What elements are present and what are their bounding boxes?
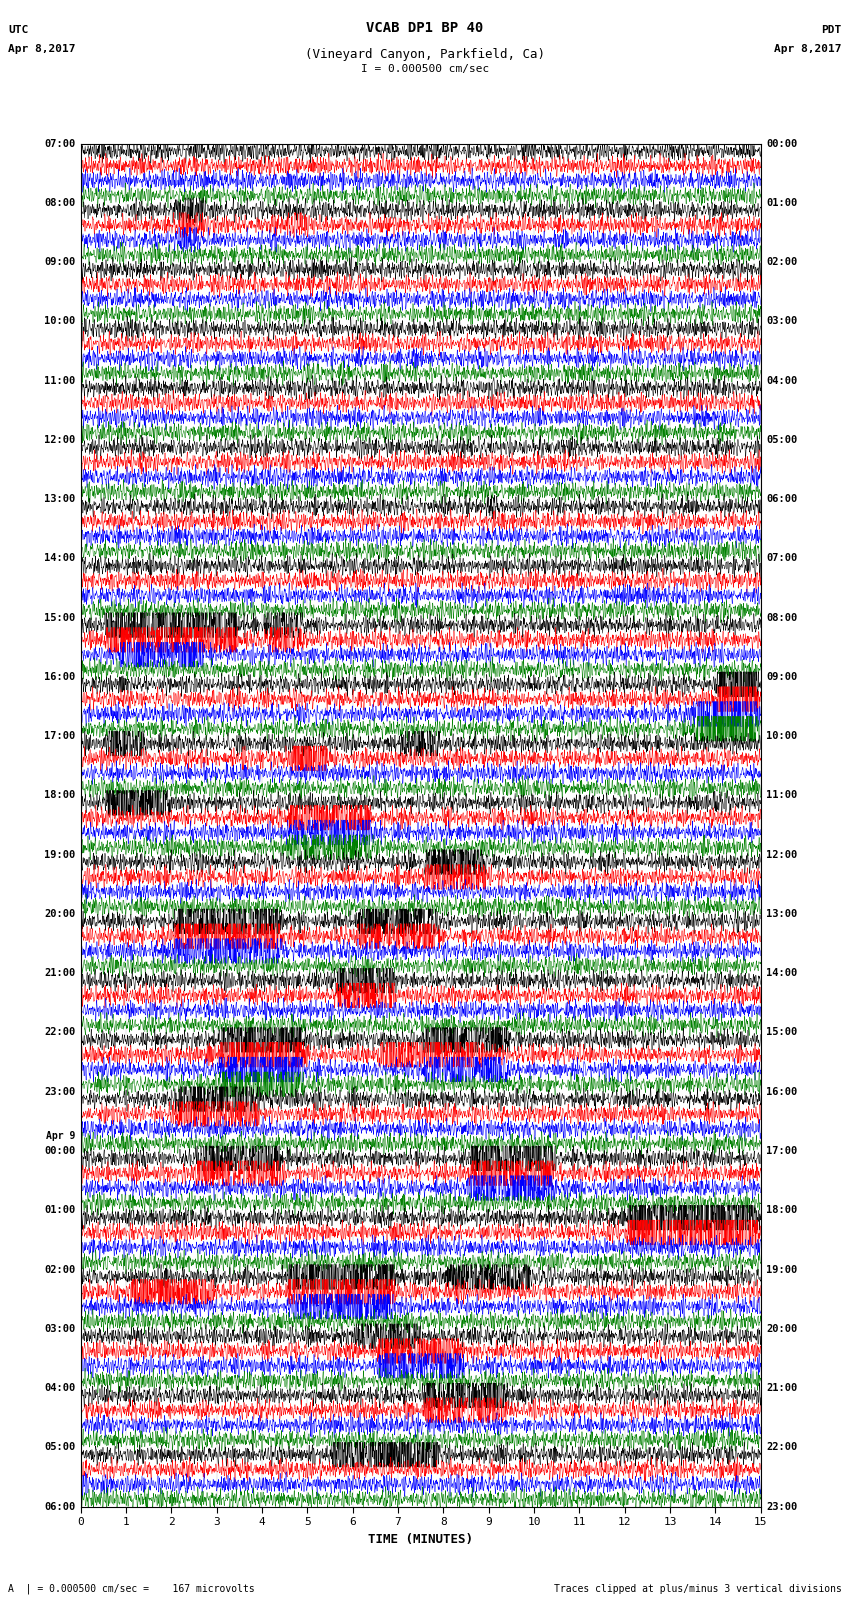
Text: 18:00: 18:00 xyxy=(44,790,76,800)
Text: 03:00: 03:00 xyxy=(44,1324,76,1334)
Text: 04:00: 04:00 xyxy=(766,376,797,386)
Text: 05:00: 05:00 xyxy=(766,436,797,445)
Text: VCAB DP1 BP 40: VCAB DP1 BP 40 xyxy=(366,21,484,35)
Text: 06:00: 06:00 xyxy=(44,1502,76,1511)
Text: 08:00: 08:00 xyxy=(44,198,76,208)
Text: 04:00: 04:00 xyxy=(44,1382,76,1394)
Text: 12:00: 12:00 xyxy=(766,850,797,860)
Text: (Vineyard Canyon, Parkfield, Ca): (Vineyard Canyon, Parkfield, Ca) xyxy=(305,47,545,61)
Text: 19:00: 19:00 xyxy=(766,1265,797,1274)
Text: 13:00: 13:00 xyxy=(766,910,797,919)
Text: 09:00: 09:00 xyxy=(44,256,76,268)
Text: 23:00: 23:00 xyxy=(766,1502,797,1511)
Text: 11:00: 11:00 xyxy=(766,790,797,800)
Text: 14:00: 14:00 xyxy=(766,968,797,977)
Text: 13:00: 13:00 xyxy=(44,494,76,505)
Text: 05:00: 05:00 xyxy=(44,1442,76,1452)
Text: 00:00: 00:00 xyxy=(44,1145,76,1157)
Text: Apr 8,2017: Apr 8,2017 xyxy=(8,44,76,55)
Text: 21:00: 21:00 xyxy=(766,1382,797,1394)
Text: 23:00: 23:00 xyxy=(44,1087,76,1097)
Text: 01:00: 01:00 xyxy=(44,1205,76,1215)
Text: 00:00: 00:00 xyxy=(766,139,797,148)
Text: 08:00: 08:00 xyxy=(766,613,797,623)
Text: PDT: PDT xyxy=(821,24,842,35)
Text: Traces clipped at plus/minus 3 vertical divisions: Traces clipped at plus/minus 3 vertical … xyxy=(553,1584,842,1594)
Text: 11:00: 11:00 xyxy=(44,376,76,386)
Text: 03:00: 03:00 xyxy=(766,316,797,326)
Text: 15:00: 15:00 xyxy=(44,613,76,623)
X-axis label: TIME (MINUTES): TIME (MINUTES) xyxy=(368,1532,473,1545)
Text: 21:00: 21:00 xyxy=(44,968,76,977)
Text: 01:00: 01:00 xyxy=(766,198,797,208)
Text: 14:00: 14:00 xyxy=(44,553,76,563)
Text: 16:00: 16:00 xyxy=(44,673,76,682)
Text: 22:00: 22:00 xyxy=(766,1442,797,1452)
Text: 02:00: 02:00 xyxy=(44,1265,76,1274)
Text: A  | = 0.000500 cm/sec =    167 microvolts: A | = 0.000500 cm/sec = 167 microvolts xyxy=(8,1582,255,1594)
Text: 17:00: 17:00 xyxy=(44,731,76,740)
Text: 06:00: 06:00 xyxy=(766,494,797,505)
Text: 20:00: 20:00 xyxy=(44,910,76,919)
Text: 17:00: 17:00 xyxy=(766,1145,797,1157)
Text: UTC: UTC xyxy=(8,24,29,35)
Text: 18:00: 18:00 xyxy=(766,1205,797,1215)
Text: 07:00: 07:00 xyxy=(44,139,76,148)
Text: 16:00: 16:00 xyxy=(766,1087,797,1097)
Text: 02:00: 02:00 xyxy=(766,256,797,268)
Text: 20:00: 20:00 xyxy=(766,1324,797,1334)
Text: I = 0.000500 cm/sec: I = 0.000500 cm/sec xyxy=(361,65,489,74)
Text: Apr 8,2017: Apr 8,2017 xyxy=(774,44,842,55)
Text: 12:00: 12:00 xyxy=(44,436,76,445)
Text: 09:00: 09:00 xyxy=(766,673,797,682)
Text: 10:00: 10:00 xyxy=(44,316,76,326)
Text: Apr 9: Apr 9 xyxy=(46,1131,76,1140)
Text: 15:00: 15:00 xyxy=(766,1027,797,1037)
Text: 07:00: 07:00 xyxy=(766,553,797,563)
Text: 19:00: 19:00 xyxy=(44,850,76,860)
Text: 22:00: 22:00 xyxy=(44,1027,76,1037)
Text: 10:00: 10:00 xyxy=(766,731,797,740)
